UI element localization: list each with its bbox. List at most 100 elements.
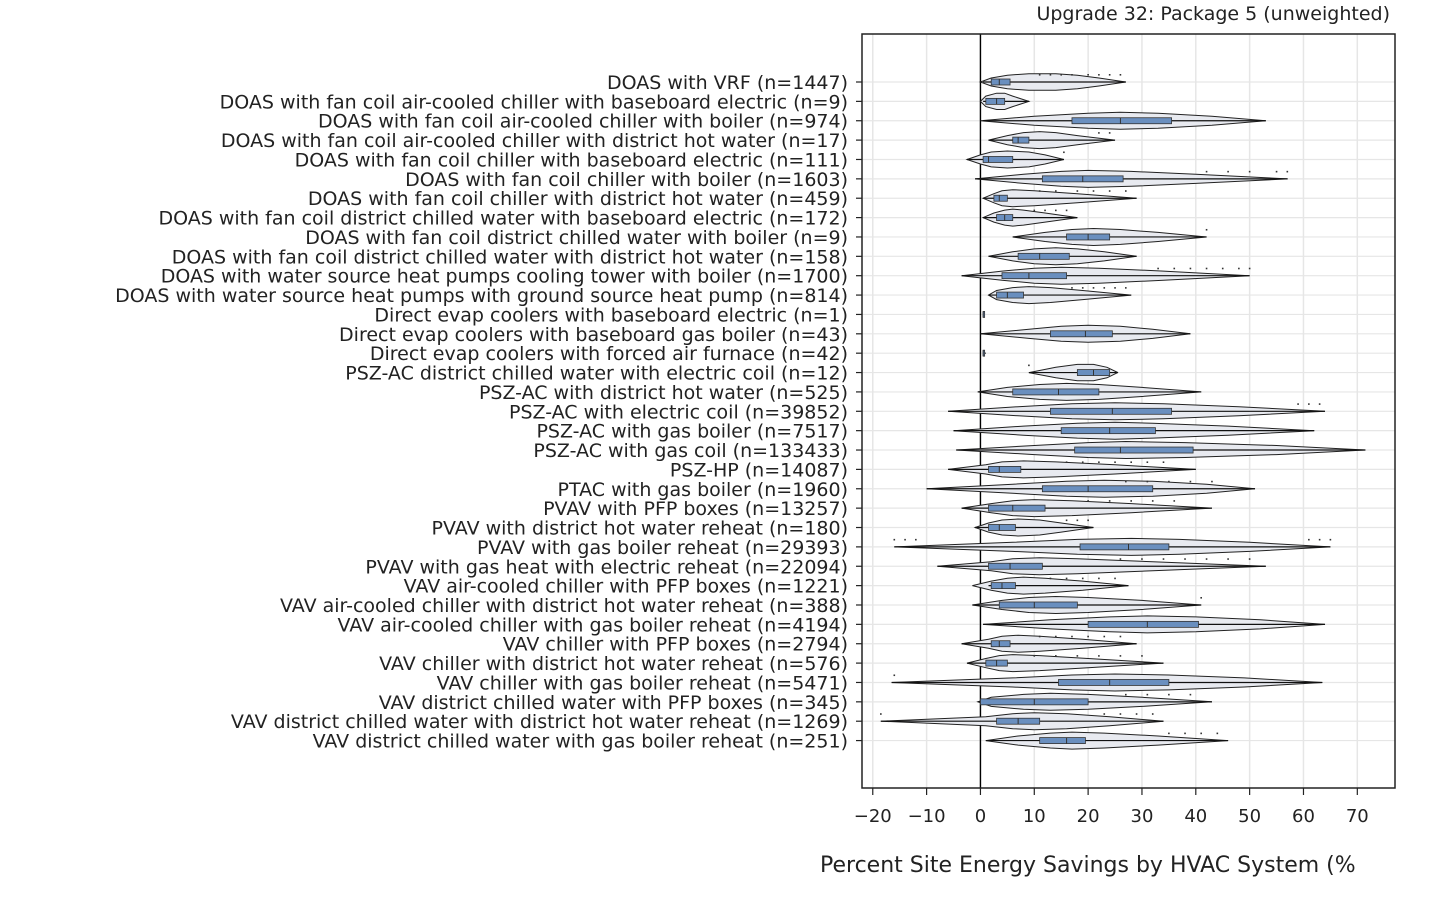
outlier-point (1130, 500, 1132, 502)
iqr-box (993, 194, 1008, 202)
y-category-label: DOAS with fan coil district chilled wate… (158, 208, 848, 230)
outlier-point (1081, 461, 1084, 463)
y-category-label: Direct evap coolers with forced air furn… (370, 343, 848, 365)
y-category-label: PSZ-AC with electric coil (n=39852) (509, 401, 848, 423)
y-category-label: PVAV with gas heat with electric reheat … (365, 556, 848, 578)
outlier-point (1184, 732, 1186, 735)
outlier-point (1098, 461, 1100, 463)
x-tick-label: 40 (1184, 806, 1207, 827)
outlier-point (1168, 693, 1170, 696)
y-category-label: DOAS with fan coil chiller with boiler (… (405, 169, 848, 191)
y-category-label: DOAS with fan coil district chilled wate… (172, 246, 848, 268)
outlier-point (1205, 267, 1208, 270)
y-category-label: DOAS with fan coil air-cooled chiller wi… (220, 91, 848, 113)
outlier-point (1071, 287, 1073, 289)
x-tick-label: 20 (1077, 806, 1100, 827)
outlier-point (1028, 364, 1030, 367)
outlier-point (1248, 267, 1251, 270)
iqr-box (1039, 737, 1086, 744)
iqr-box (1058, 679, 1170, 686)
outlier-point (1044, 209, 1046, 212)
outlier-point (1060, 74, 1063, 76)
y-category-label: VAV air-cooled chiller with district hot… (280, 595, 848, 617)
outlier-point (1098, 74, 1100, 76)
outlier-point (1119, 713, 1122, 715)
y-category-label: VAV district chilled water with district… (231, 711, 848, 733)
outlier-point (1119, 655, 1122, 657)
x-axis-label: Percent Site Energy Savings by HVAC Syst… (820, 853, 1356, 878)
outlier-point (1286, 170, 1289, 173)
outlier-point (1033, 655, 1036, 657)
iqr-box (990, 78, 1011, 86)
outlier-point (1081, 577, 1084, 580)
outlier-point (1055, 190, 1057, 192)
outlier-point (1173, 267, 1176, 270)
y-category-label: VAV chiller with gas boiler reheat (n=54… (437, 672, 848, 694)
outlier-point (1098, 577, 1100, 580)
outlier-point (1151, 713, 1154, 715)
outlier-point (1308, 538, 1310, 541)
outlier-point (1119, 558, 1122, 560)
iqr-box (1050, 407, 1172, 415)
outlier-point (1108, 74, 1111, 76)
outlier-point (1238, 267, 1240, 270)
y-category-label: PSZ-AC with gas boiler (n=7517) (536, 421, 848, 443)
outlier-point (1055, 635, 1057, 638)
x-tick-label: 70 (1346, 806, 1369, 827)
outlier-point (1141, 655, 1143, 657)
outlier-point (1151, 500, 1154, 502)
outlier-point (1189, 267, 1192, 270)
outlier-point (1168, 732, 1170, 735)
outlier-point (1038, 635, 1041, 638)
y-category-label: DOAS with fan coil chiller with baseboar… (295, 149, 848, 171)
y-category-label: PSZ-AC with district hot water (n=525) (479, 382, 848, 404)
outlier-point (1108, 190, 1111, 192)
outlier-point (1168, 480, 1170, 483)
outlier-point (1318, 538, 1321, 541)
outlier-point (1146, 693, 1149, 696)
y-category-label: VAV chiller with PFP boxes (n=2794) (503, 634, 848, 656)
outlier-point (893, 674, 896, 677)
outlier-point (1081, 287, 1084, 289)
outlier-point (1055, 655, 1057, 657)
y-category-label: VAV district chilled water with gas boil… (313, 731, 848, 753)
outlier-point (1146, 480, 1149, 483)
outlier-point (1103, 713, 1106, 715)
outlier-point (1071, 635, 1073, 638)
outlier-point (1065, 209, 1068, 212)
outlier-point (1065, 577, 1068, 580)
y-category-label: Direct evap coolers with baseboard elect… (374, 304, 848, 326)
outlier-point (1065, 461, 1068, 463)
outlier-point (1103, 635, 1106, 638)
x-tick-label: −20 (854, 806, 892, 827)
outlier-point (1098, 132, 1100, 134)
outlier-point (1227, 170, 1229, 173)
y-category-label: DOAS with fan coil air-cooled chiller wi… (318, 111, 848, 133)
outlier-point (893, 538, 896, 541)
outlier-point (1189, 693, 1192, 696)
boxplots (880, 74, 1366, 744)
outlier-point (1033, 209, 1036, 212)
iqr-box (1074, 446, 1194, 454)
outlier-point (1119, 635, 1122, 638)
iqr-box (1060, 427, 1156, 435)
outlier-point (1114, 461, 1116, 463)
outlier-point (1135, 713, 1138, 715)
outlier-point (1114, 577, 1116, 580)
outlier-point (1130, 461, 1132, 463)
outlier-point (1211, 480, 1213, 483)
iqr-box (982, 156, 1014, 163)
x-tick-label: 50 (1238, 806, 1261, 827)
outlier-point (1318, 403, 1321, 405)
y-category-label: PVAV with PFP boxes (n=13257) (543, 498, 848, 520)
outlier-point (1125, 190, 1127, 192)
outlier-point (1038, 74, 1041, 76)
iqr-box (1012, 136, 1030, 144)
outlier-point (915, 538, 917, 541)
outlier-point (1076, 655, 1079, 657)
outlier-point (1038, 190, 1041, 192)
iqr-box (1079, 543, 1170, 551)
outlier-point (1049, 74, 1052, 76)
outlier-point (1189, 480, 1192, 483)
outlier-point (1087, 635, 1089, 638)
